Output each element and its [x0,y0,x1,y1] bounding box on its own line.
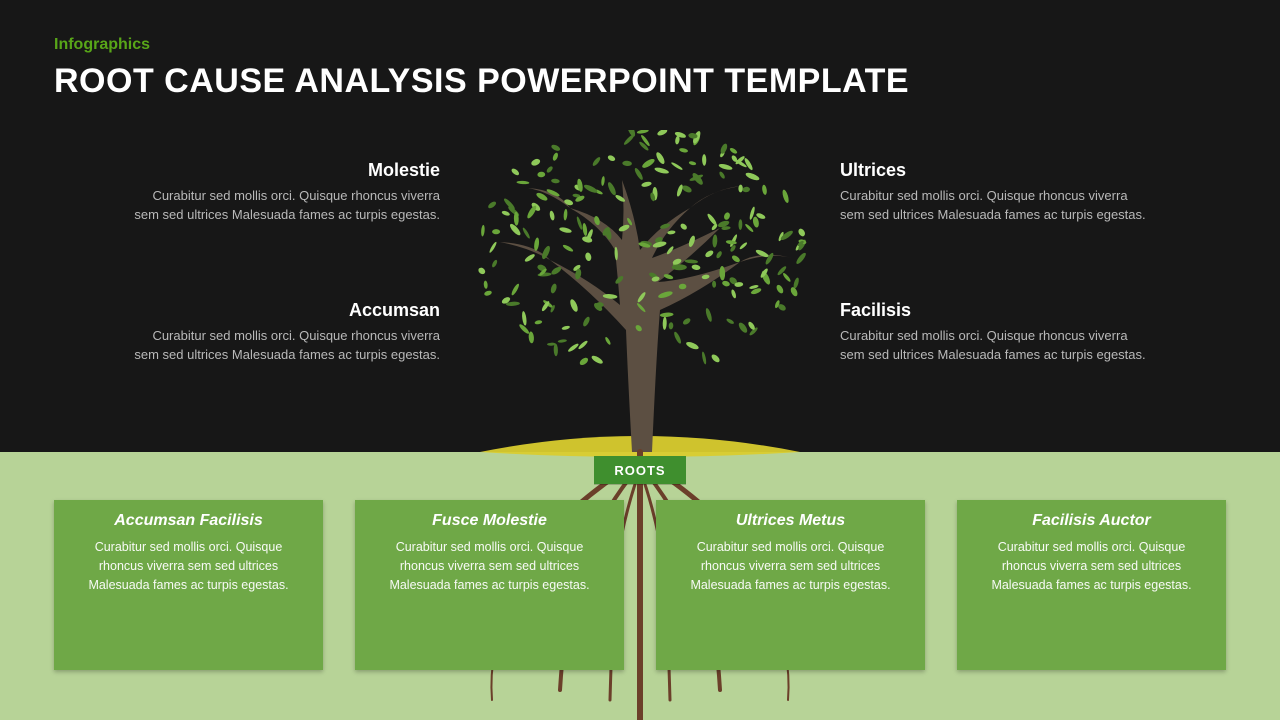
block-facilisis: Facilisis Curabitur sed mollis orci. Qui… [840,300,1150,365]
block-ultrices: Ultrices Curabitur sed mollis orci. Quis… [840,160,1150,225]
card-body: Curabitur sed mollis orci. Quisque rhonc… [373,538,606,594]
page-title: ROOT CAUSE ANALYSIS POWERPOINT TEMPLATE [54,62,909,101]
block-body: Curabitur sed mollis orci. Quisque rhonc… [130,187,440,225]
card-facilisis-auctor: Facilisis Auctor Curabitur sed mollis or… [957,500,1226,670]
card-body: Curabitur sed mollis orci. Quisque rhonc… [975,538,1208,594]
eyebrow: Infographics [54,36,150,54]
card-accumsan-facilisis: Accumsan Facilisis Curabitur sed mollis … [54,500,323,670]
block-accumsan: Accumsan Curabitur sed mollis orci. Quis… [130,300,440,365]
block-body: Curabitur sed mollis orci. Quisque rhonc… [840,327,1150,365]
card-heading: Facilisis Auctor [1032,512,1151,530]
card-body: Curabitur sed mollis orci. Quisque rhonc… [674,538,907,594]
card-body: Curabitur sed mollis orci. Quisque rhonc… [72,538,305,594]
block-heading: Molestie [130,160,440,181]
block-molestie: Molestie Curabitur sed mollis orci. Quis… [130,160,440,225]
card-heading: Ultrices Metus [736,512,845,530]
slide: Infographics ROOT CAUSE ANALYSIS POWERPO… [0,0,1280,720]
root-cards: Accumsan Facilisis Curabitur sed mollis … [54,500,1226,670]
roots-label: ROOTS [594,456,686,484]
block-body: Curabitur sed mollis orci. Quisque rhonc… [130,327,440,365]
block-body: Curabitur sed mollis orci. Quisque rhonc… [840,187,1150,225]
block-heading: Ultrices [840,160,1150,181]
block-heading: Facilisis [840,300,1150,321]
card-heading: Fusce Molestie [432,512,547,530]
card-ultrices-metus: Ultrices Metus Curabitur sed mollis orci… [656,500,925,670]
block-heading: Accumsan [130,300,440,321]
card-fusce-molestie: Fusce Molestie Curabitur sed mollis orci… [355,500,624,670]
card-heading: Accumsan Facilisis [114,512,263,530]
